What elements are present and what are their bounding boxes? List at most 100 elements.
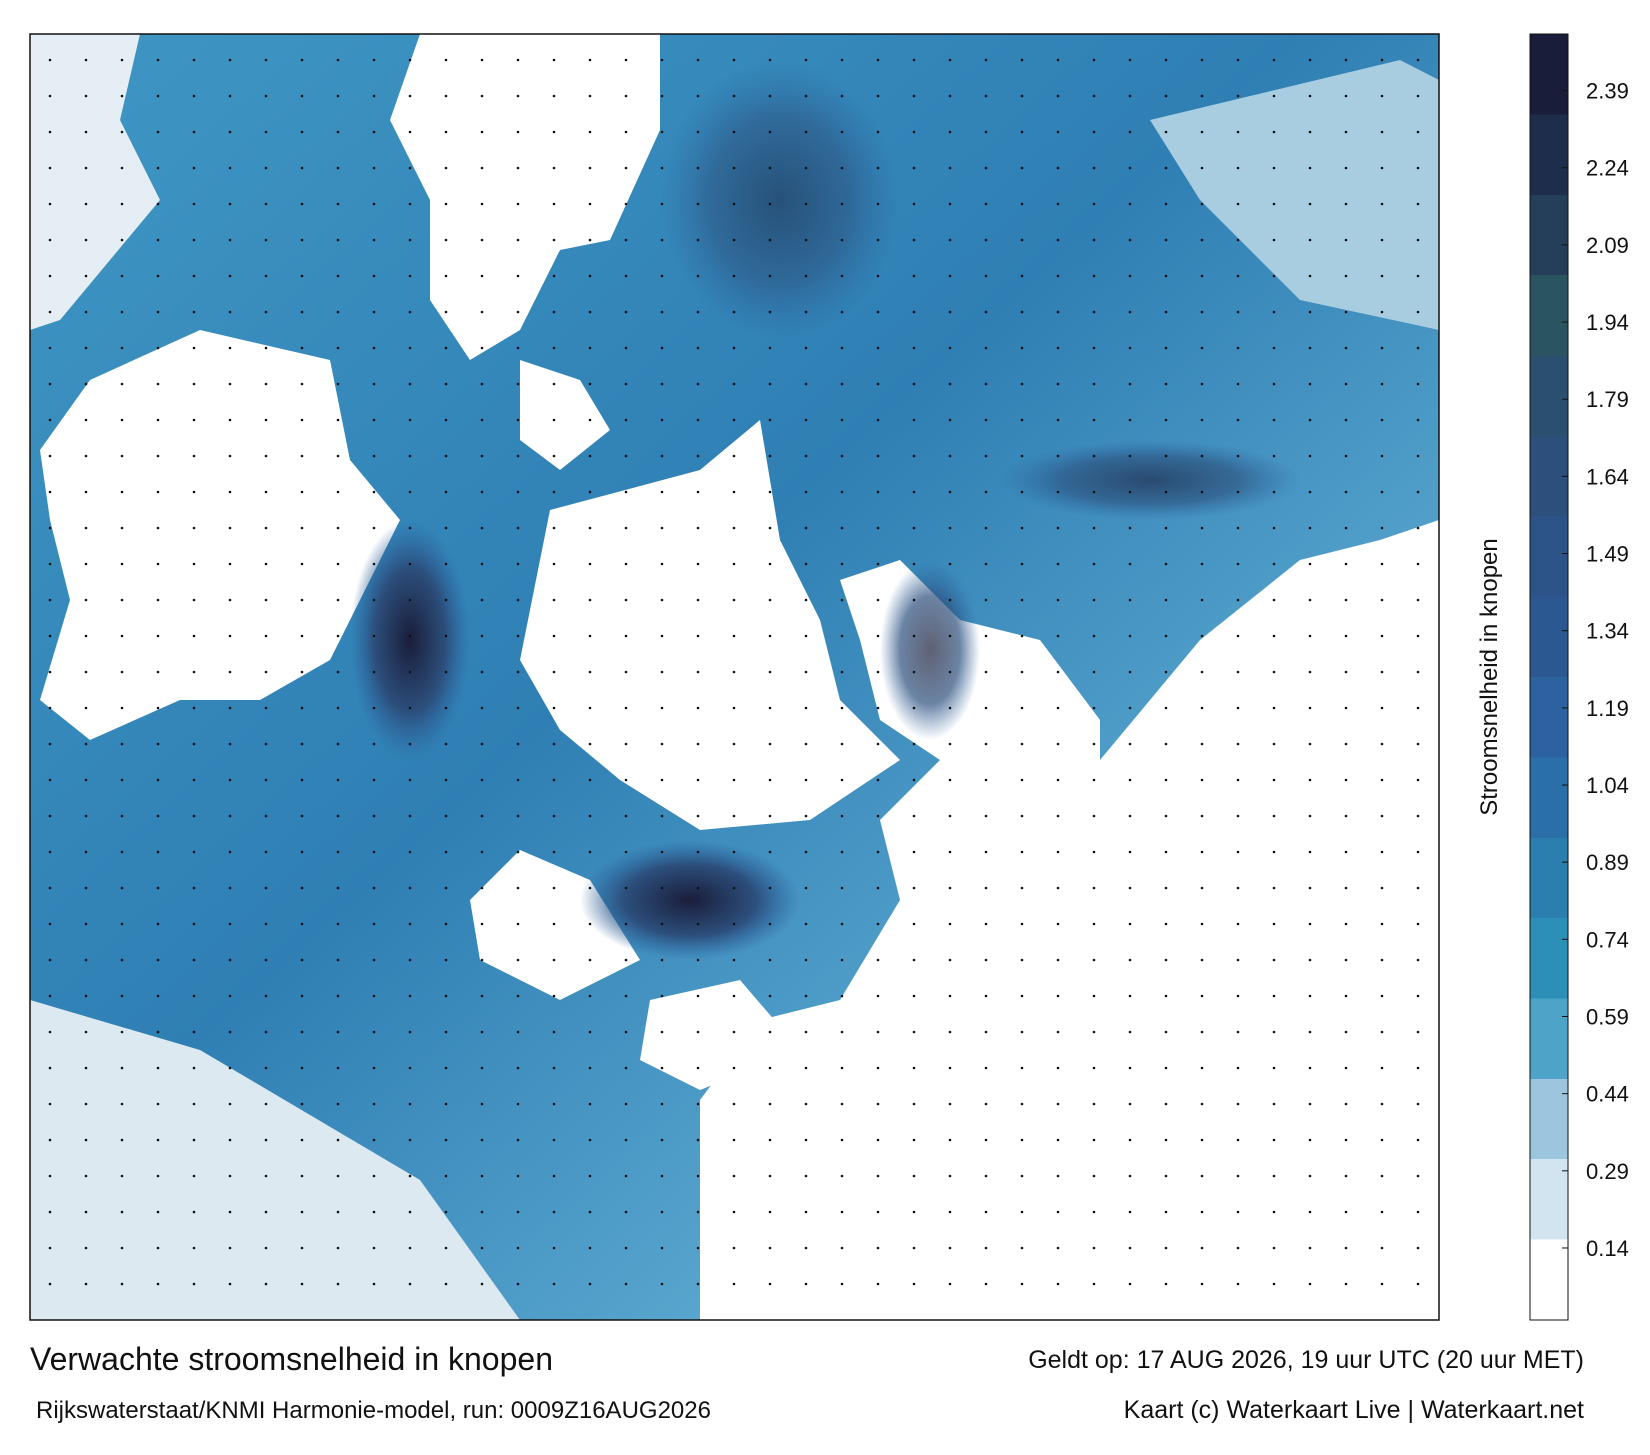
grid-dot (1416, 490, 1420, 494)
grid-dot (840, 418, 844, 422)
grid-dot (48, 670, 52, 674)
grid-dot (48, 166, 52, 170)
grid-dot (588, 1174, 592, 1178)
grid-dot (804, 814, 808, 818)
grid-dot (696, 562, 700, 566)
grid-dot (660, 274, 664, 278)
grid-dot (948, 94, 952, 98)
grid-dot (1344, 1246, 1348, 1250)
grid-dot (1416, 274, 1420, 278)
grid-dot (516, 238, 520, 242)
grid-dot (120, 346, 124, 350)
grid-dot (1344, 706, 1348, 710)
grid-dot (948, 1066, 952, 1070)
grid-dot (228, 958, 232, 962)
grid-dot (48, 454, 52, 458)
grid-dot (1236, 1282, 1240, 1286)
grid-dot (1092, 526, 1096, 530)
grid-dot (120, 1210, 124, 1214)
grid-dot (1308, 814, 1312, 818)
grid-dot (1164, 634, 1168, 638)
grid-dot (912, 598, 916, 602)
grid-dot (516, 850, 520, 854)
valid-time: Geldt op: 17 AUG 2026, 19 uur UTC (20 uu… (1028, 1346, 1584, 1374)
grid-dot (192, 958, 196, 962)
grid-dot (696, 1174, 700, 1178)
grid-dot (84, 1138, 88, 1142)
grid-dot (228, 1138, 232, 1142)
grid-dot (1056, 346, 1060, 350)
grid-dot (156, 598, 160, 602)
deep-channel (580, 840, 800, 960)
grid-dot (336, 562, 340, 566)
grid-dot (1092, 166, 1096, 170)
grid-dot (480, 850, 484, 854)
grid-dot (840, 994, 844, 998)
grid-dot (1344, 418, 1348, 422)
shallow (1150, 60, 1439, 330)
grid-dot (696, 886, 700, 890)
grid-dot (1092, 382, 1096, 386)
grid-dot (1236, 274, 1240, 278)
grid-dot (1416, 202, 1420, 206)
grid-dot (372, 994, 376, 998)
grid-dot (588, 1030, 592, 1034)
grid-dot (48, 850, 52, 854)
grid-dot (372, 346, 376, 350)
grid-dot (480, 994, 484, 998)
grid-dot (876, 742, 880, 746)
grid-dot (552, 634, 556, 638)
grid-dot (1308, 382, 1312, 386)
grid-dot (1056, 130, 1060, 134)
grid-dot (156, 310, 160, 314)
grid-dot (768, 562, 772, 566)
grid-dot (696, 670, 700, 674)
grid-dot (1272, 382, 1276, 386)
grid-dot (768, 310, 772, 314)
grid-dot (1380, 94, 1384, 98)
grid-dot (228, 634, 232, 638)
grid-dot (1272, 1282, 1276, 1286)
grid-dot (300, 1282, 304, 1286)
grid-dot (804, 958, 808, 962)
grid-dot (624, 634, 628, 638)
grid-dot (840, 346, 844, 350)
grid-dot (372, 1282, 376, 1286)
grid-dot (552, 562, 556, 566)
grid-dot (120, 958, 124, 962)
grid-dot (984, 310, 988, 314)
grid-dot (1272, 1210, 1276, 1214)
grid-dot (48, 382, 52, 386)
grid-dot (1128, 1030, 1132, 1034)
grid-dot (660, 1030, 664, 1034)
grid-dot (948, 346, 952, 350)
grid-dot (804, 778, 808, 782)
grid-dot (660, 418, 664, 422)
grid-dot (552, 274, 556, 278)
grid-dot (444, 1246, 448, 1250)
grid-dot (336, 814, 340, 818)
grid-dot (156, 778, 160, 782)
grid-dot (84, 706, 88, 710)
grid-dot (624, 922, 628, 926)
grid-dot (876, 814, 880, 818)
grid-dot (1092, 418, 1096, 422)
grid-dot (1344, 598, 1348, 602)
grid-dot (1128, 346, 1132, 350)
grid-dot (660, 1282, 664, 1286)
grid-dot (264, 634, 268, 638)
grid-dot (984, 94, 988, 98)
grid-dot (732, 1102, 736, 1106)
grid-dot (444, 382, 448, 386)
grid-dot (192, 1174, 196, 1178)
grid-dot (516, 1030, 520, 1034)
grid-dot (1308, 1138, 1312, 1142)
grid-dot (732, 274, 736, 278)
grid-dot (768, 490, 772, 494)
grid-dot (228, 1030, 232, 1034)
grid-dot (552, 1102, 556, 1106)
grid-dot (912, 1246, 916, 1250)
grid-dot (444, 994, 448, 998)
grid-dot (876, 1102, 880, 1106)
grid-dot (1308, 1102, 1312, 1106)
